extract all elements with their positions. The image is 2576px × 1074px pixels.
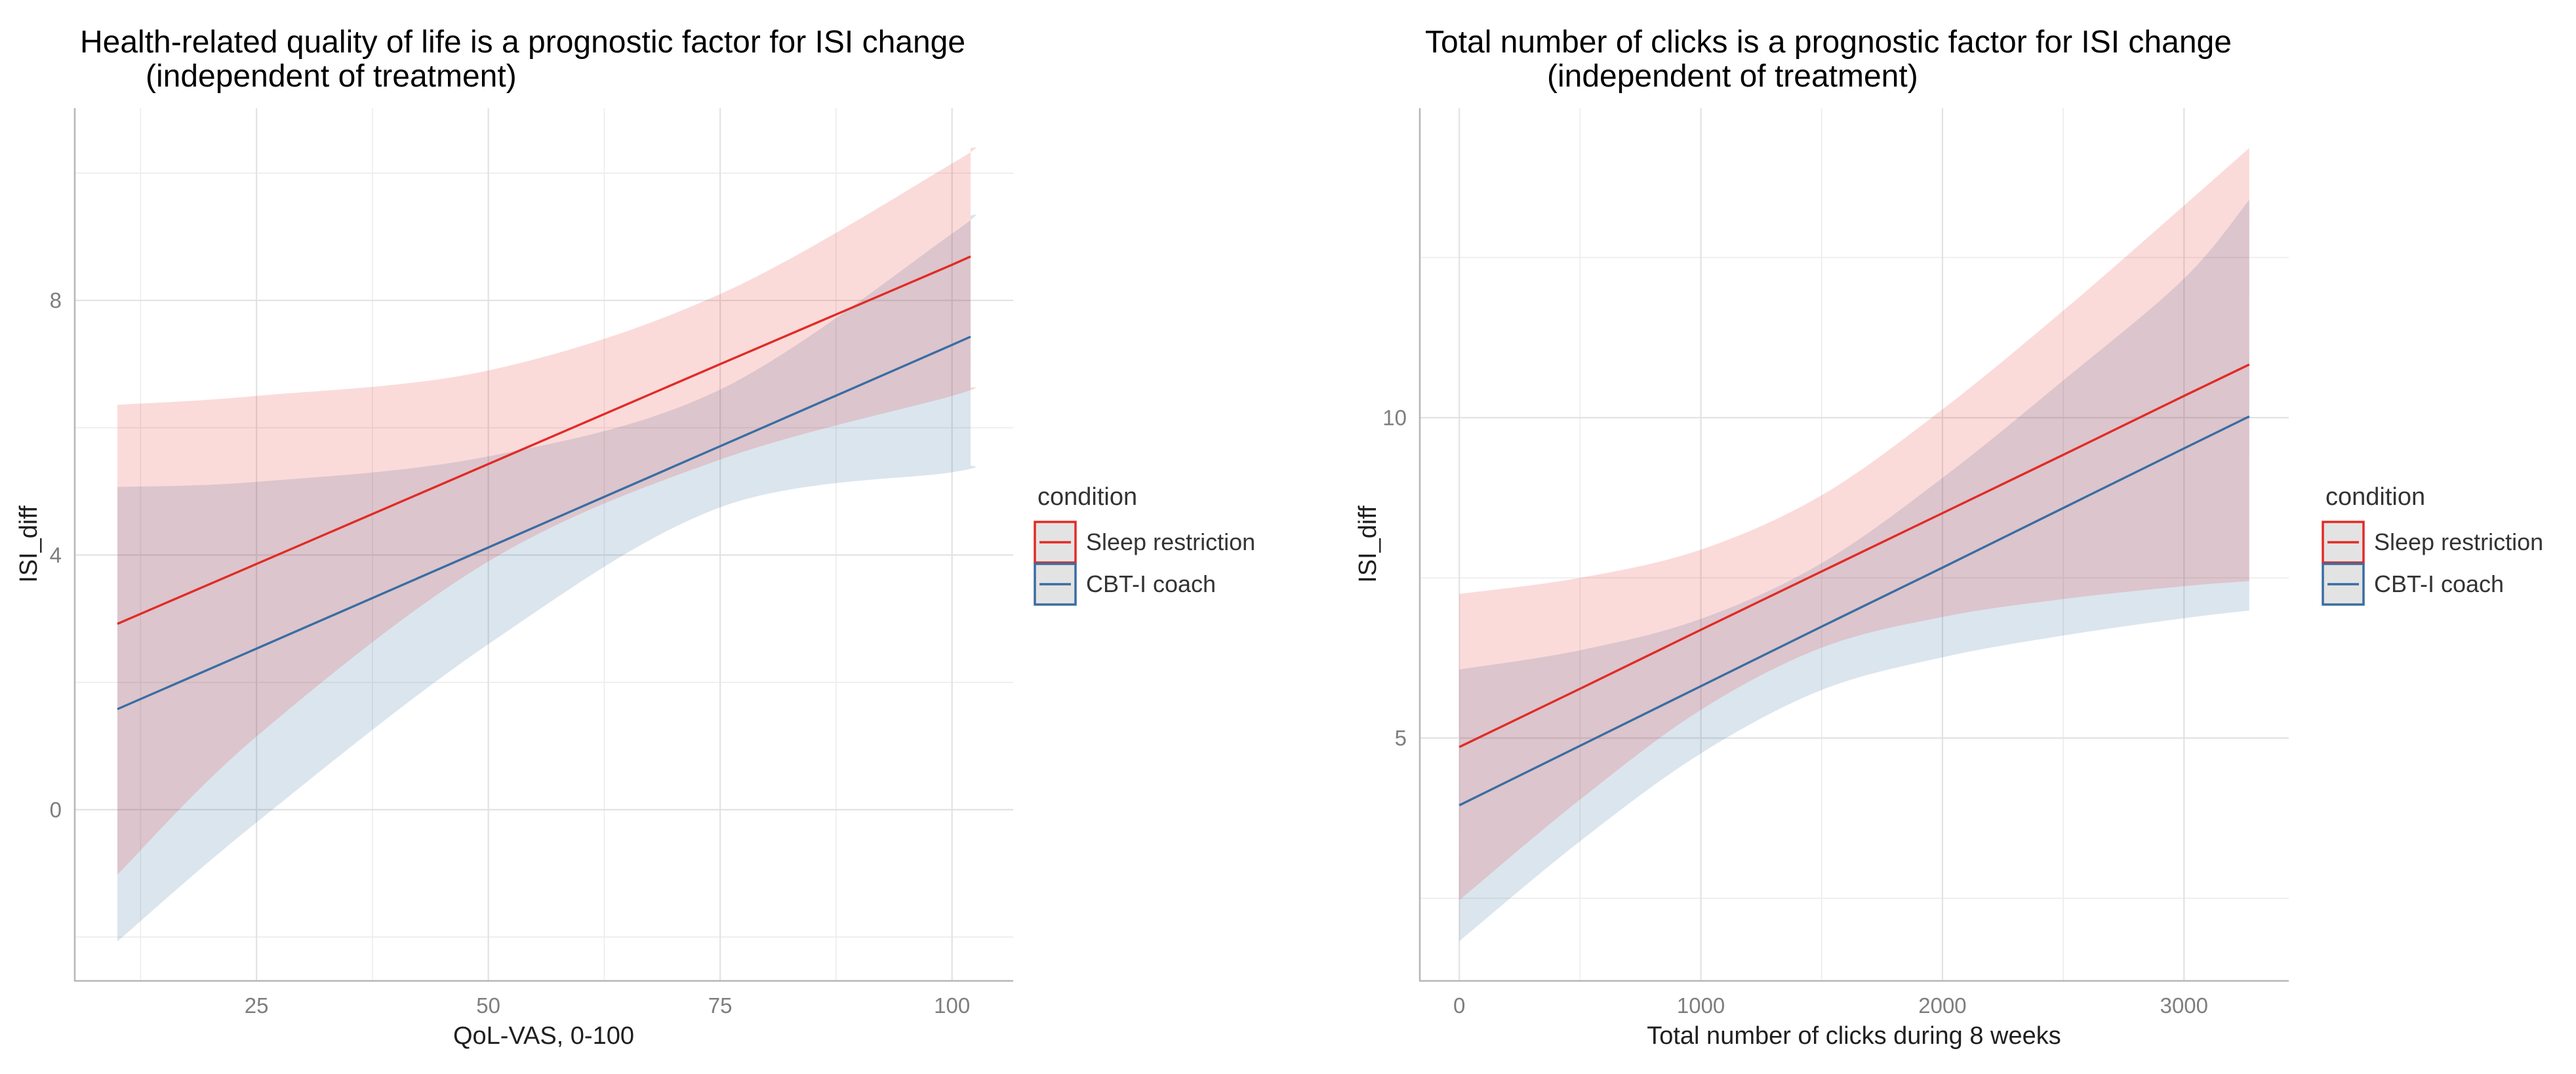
x-tick-label: 25 [245, 993, 269, 1018]
confidence-ribbon-sleep-restriction [117, 147, 976, 875]
y-tick-label: 8 [50, 288, 62, 313]
legend-title: condition [2325, 483, 2425, 511]
x-tick-label: 100 [934, 993, 970, 1018]
x-tick-label: 75 [708, 993, 733, 1018]
trend-lines [1459, 363, 2250, 806]
legend-label-cbt-coach: CBT-I coach [2374, 570, 2504, 597]
axis-lines [73, 108, 1013, 982]
y-axis-title: ISI_diff [1354, 506, 1382, 583]
y-tick-label: 5 [1395, 726, 1407, 750]
legend-label-sleep-restriction: Sleep restriction [1086, 528, 1255, 555]
chart-title-line1: Total number of clicks is a prognostic f… [1425, 25, 2232, 60]
confidence-ribbons [117, 147, 976, 942]
legend-item-cbt-coach: CBT-I coach [2322, 563, 2504, 606]
qol-chart: Health-related quality of life is a prog… [15, 25, 1255, 1050]
confidence-ribbons [1459, 148, 2249, 942]
legend-label-sleep-restriction: Sleep restriction [2374, 528, 2543, 555]
x-axis-title: QoL-VAS, 0-100 [453, 1022, 634, 1050]
y-tick-label: 0 [50, 797, 62, 822]
chart-title-line2: (independent of treatment) [1547, 59, 1918, 94]
confidence-ribbon-sleep-restriction [1459, 148, 2249, 900]
x-tick-label: 50 [476, 993, 500, 1018]
tick-labels: 25 50 75 100 0 4 8 [50, 288, 971, 1018]
gridlines-minor [1420, 108, 2289, 981]
legend-item-cbt-coach: CBT-I coach [1034, 563, 1216, 606]
plot-panel: 25 50 75 100 0 4 8 [50, 108, 1013, 1018]
trend-line-cbt-i-coach [117, 335, 971, 711]
y-axis-title: ISI_diff [15, 506, 43, 583]
trend-line-cbt-i-coach [1459, 415, 2250, 806]
x-tick-label: 2000 [1918, 993, 1966, 1018]
trend-line-sleep-restriction [1459, 363, 2250, 748]
gridlines-minor [75, 108, 1013, 981]
chart-title-line1: Health-related quality of life is a prog… [80, 25, 965, 60]
legend-label-cbt-coach: CBT-I coach [1086, 570, 1216, 597]
gridlines-major [75, 108, 1013, 981]
tick-labels: 0 1000 2000 3000 5 10 [1382, 406, 2208, 1018]
chart-title-line2: (independent of treatment) [146, 59, 517, 94]
plot-panel: 0 1000 2000 3000 5 10 [1382, 108, 2289, 1018]
legend-item-sleep-restriction: Sleep restriction [2322, 521, 2543, 564]
legend: condition Sleep restriction CBT-I coach [1034, 483, 1255, 606]
legend-item-sleep-restriction: Sleep restriction [1034, 521, 1255, 564]
axis-lines [1419, 108, 2289, 982]
x-tick-label: 0 [1453, 993, 1465, 1018]
trend-line-sleep-restriction [117, 255, 971, 625]
clicks-chart: Total number of clicks is a prognostic f… [1354, 25, 2543, 1050]
gridlines-major [1420, 108, 2289, 981]
legend: condition Sleep restriction CBT-I coach [2322, 483, 2543, 606]
trend-lines [117, 255, 971, 711]
y-tick-label: 4 [50, 543, 62, 567]
x-axis-title: Total number of clicks during 8 weeks [1647, 1022, 2061, 1050]
confidence-ribbon-cbt-i-coach [117, 214, 976, 942]
confidence-ribbon-cbt-i-coach [1459, 199, 2249, 942]
y-tick-label: 10 [1382, 406, 1407, 430]
legend-title: condition [1037, 483, 1137, 511]
x-tick-label: 3000 [2160, 993, 2208, 1018]
x-tick-label: 1000 [1677, 993, 1725, 1018]
